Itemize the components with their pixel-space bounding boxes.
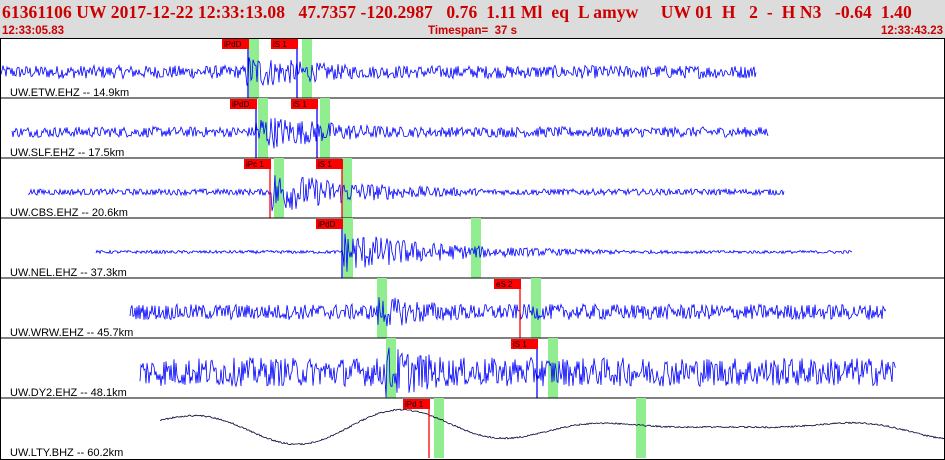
timespan-label: Timespan= 37 s	[428, 25, 517, 37]
station-label: UW.DY2.EHZ -- 48.1km	[10, 387, 127, 399]
end-time: 12:33:43.23	[880, 25, 943, 37]
analysis-window	[434, 398, 444, 458]
pick-label: eS 2	[496, 280, 513, 289]
analysis-window	[531, 278, 541, 338]
analysis-window	[471, 218, 481, 278]
pick-marker-box[interactable]	[244, 159, 271, 169]
analysis-window	[320, 98, 330, 158]
analysis-window	[258, 98, 268, 158]
pick-label: iS 1	[293, 100, 307, 109]
station-label: UW.WRW.EHZ -- 45.7km	[10, 327, 133, 339]
header-bar: 61361106 UW 2017-12-22 12:33:13.08 47.73…	[0, 0, 945, 38]
waveform[interactable]	[0, 57, 757, 87]
station-label: UW.CBS.EHZ -- 20.6km	[10, 207, 128, 219]
waveform[interactable]	[159, 408, 945, 446]
analysis-window	[386, 338, 396, 398]
station-label: UW.LTY.BHZ -- 60.2km	[10, 447, 123, 459]
pick-marker-box[interactable]	[494, 279, 521, 289]
waveform[interactable]	[95, 233, 853, 272]
station-label: UW.NEL.EHZ -- 37.3km	[10, 267, 127, 279]
seismogram-panel[interactable]: iPdD iS 1 UW.ETW.EHZ -- 14.9km iPdD iS 1 UW.S…	[0, 38, 945, 460]
pick-marker-box[interactable]	[222, 39, 249, 49]
pick-marker-box[interactable]	[316, 159, 343, 169]
pick-label: iS 1	[318, 160, 332, 169]
station-label: UW.SLF.EHZ -- 17.5km	[10, 147, 124, 159]
waveform[interactable]	[27, 175, 785, 211]
analysis-window	[636, 398, 646, 458]
pick-label: iPdD	[232, 100, 250, 109]
waveform[interactable]	[11, 117, 769, 149]
station-label: UW.ETW.EHZ -- 14.9km	[10, 87, 129, 99]
waveform[interactable]	[129, 297, 887, 327]
analysis-window	[342, 158, 352, 218]
analysis-window	[377, 278, 387, 338]
pick-marker-box[interactable]	[291, 99, 318, 109]
pick-marker-box[interactable]	[403, 399, 430, 409]
pick-label: iPc 1	[246, 160, 264, 169]
pick-marker-box[interactable]	[511, 339, 538, 349]
event-summary-title: 61361106 UW 2017-12-22 12:33:13.08 47.73…	[2, 2, 912, 22]
start-time: 12:33:05.83	[2, 25, 65, 37]
pick-label: iPdD	[318, 220, 336, 229]
waveform[interactable]	[139, 347, 897, 398]
pick-label: iPdD	[224, 40, 242, 49]
pick-label: iPd 1	[405, 400, 424, 409]
pick-marker-box[interactable]	[316, 219, 343, 229]
pick-label: iS 1	[513, 340, 527, 349]
pick-label: iS 1	[273, 40, 287, 49]
analysis-window	[249, 38, 259, 98]
pick-marker-box[interactable]	[271, 39, 298, 49]
pick-marker-box[interactable]	[230, 99, 257, 109]
